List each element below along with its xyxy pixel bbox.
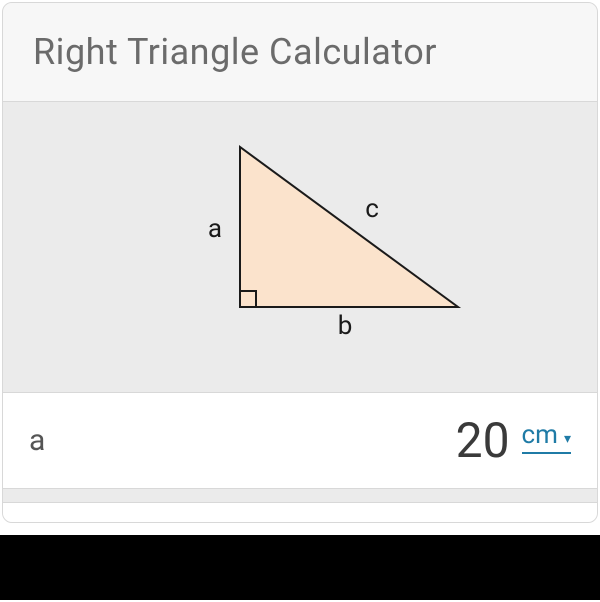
unit-selector[interactable]: cm ▾ — [522, 420, 571, 454]
input-value-a[interactable]: 20 — [456, 412, 510, 469]
bottom-band — [0, 535, 600, 600]
label-a: a — [208, 214, 222, 244]
label-c: c — [365, 194, 379, 224]
next-input-row — [3, 502, 597, 522]
triangle-shape — [240, 147, 458, 307]
label-b: b — [338, 311, 353, 341]
calculator-card: Right Triangle Calculator a b c a 20 cm … — [2, 2, 598, 523]
triangle-diagram: a b c — [3, 102, 597, 392]
chevron-down-icon: ▾ — [564, 431, 571, 447]
input-row-a: a 20 cm ▾ — [3, 392, 597, 488]
unit-text: cm — [522, 420, 558, 450]
page-title: Right Triangle Calculator — [33, 31, 567, 73]
card-header: Right Triangle Calculator — [3, 3, 597, 102]
row-divider — [3, 488, 597, 502]
input-label-a: a — [29, 423, 45, 458]
triangle-svg: a b c — [120, 132, 480, 352]
